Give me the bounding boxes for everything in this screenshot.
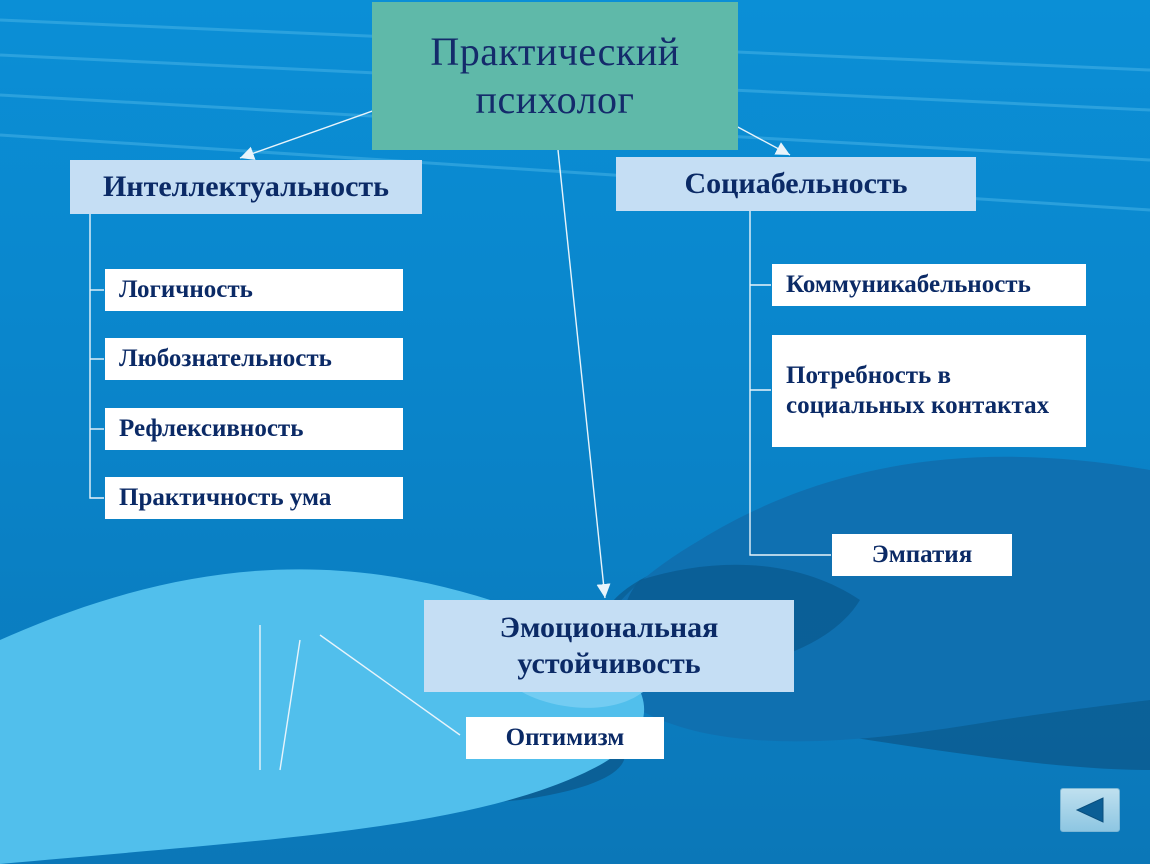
leaf-optimism: Оптимизм [466, 717, 664, 759]
leaf-curiosity: Любознательность [105, 338, 403, 380]
root-line2: психолог [476, 76, 635, 124]
leaf-reflexivity: Рефлексивность [105, 408, 403, 450]
leaf-communicability: Коммуникабельность [772, 264, 1086, 306]
category-intellectuality: Интеллектуальность [70, 160, 422, 214]
leaf-practicality: Практичность ума [105, 477, 403, 519]
root-node: Практический психолог [372, 2, 738, 150]
back-button[interactable] [1060, 788, 1120, 832]
leaf-logicality: Логичность [105, 269, 403, 311]
category-sociability: Социабельность [616, 157, 976, 211]
category-emotional-stability: Эмоциональная устойчивость [424, 600, 794, 692]
triangle-left-icon [1073, 796, 1107, 824]
root-line1: Практический [430, 28, 679, 76]
leaf-empathy: Эмпатия [832, 534, 1012, 576]
leaf-need-social-contacts: Потребность в социальных контактах [772, 335, 1086, 447]
